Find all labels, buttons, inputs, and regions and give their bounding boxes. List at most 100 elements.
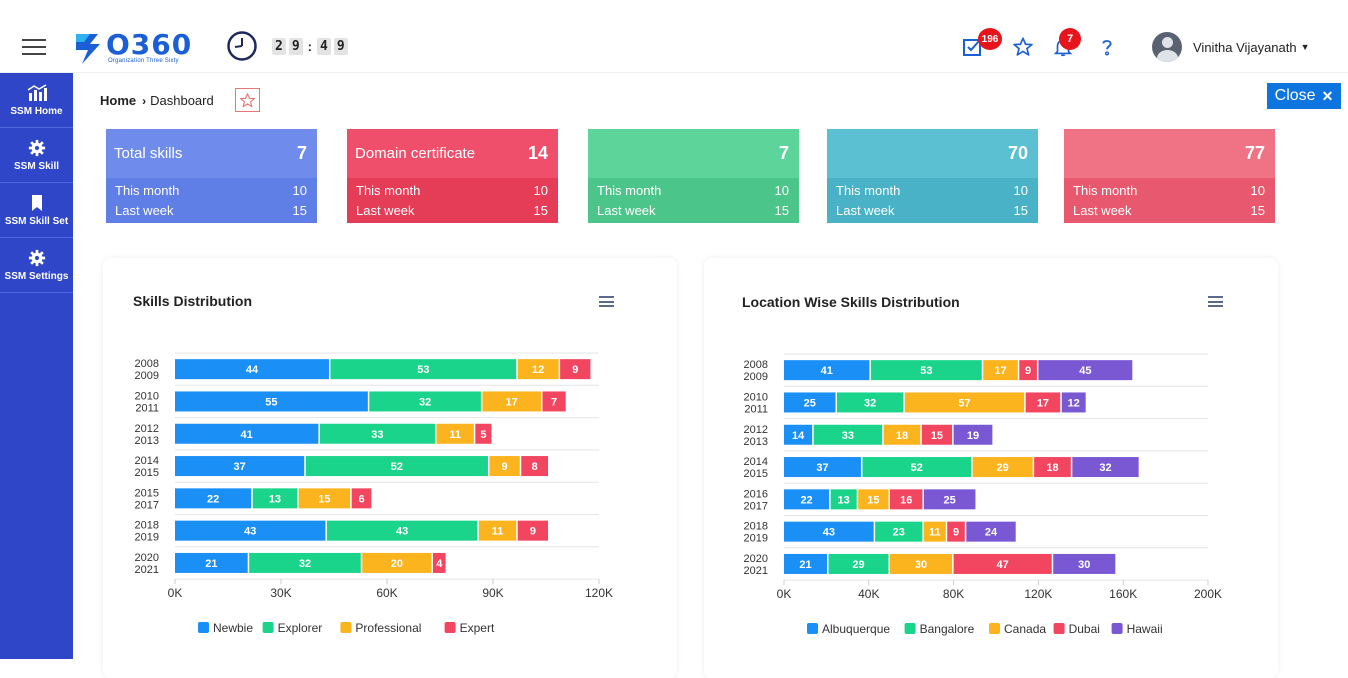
bar-segment (890, 489, 923, 510)
data-label: 43 (823, 527, 835, 539)
tasks-button[interactable]: 196 (962, 28, 1002, 60)
chart-menu-icon[interactable] (1208, 296, 1223, 307)
timer: 2 9 : 4 9 (272, 38, 348, 55)
data-label: 17 (506, 396, 518, 408)
category-label: 2020 (744, 553, 768, 565)
bar-segment (175, 488, 252, 509)
bar-segment (489, 456, 520, 477)
stat-card[interactable]: Total skills 7 This month 10 Last week 15 (106, 129, 317, 223)
stat-card[interactable]: 77 This month 10 Last week 15 (1064, 129, 1275, 223)
chart-title: Skills Distribution (133, 293, 253, 309)
notifications-button[interactable]: 7 (1052, 28, 1081, 60)
category-label: 2013 (135, 435, 159, 447)
close-button[interactable]: Close ✕ (1267, 83, 1341, 109)
data-label: 37 (233, 461, 245, 473)
card-row-label: Last week (356, 203, 415, 218)
x-tick-label: 40K (858, 587, 879, 601)
legend-marker (1053, 623, 1065, 634)
bar-segment (1053, 553, 1116, 574)
category-label: 2015 (135, 467, 159, 479)
bar-segment (883, 424, 921, 445)
category-label: 2011 (744, 403, 768, 415)
sidebar-item-label: SSM Home (10, 105, 63, 117)
skills-distribution-panel: Skills Distribution 0K 30K 60K 90K 120K 2008 2… (103, 258, 677, 678)
user-menu[interactable]: Vinitha Vijayanath ▼ (1152, 32, 1310, 62)
sidebar-item-ssm-home[interactable]: SSM Home (0, 73, 73, 128)
data-label: 11 (449, 429, 461, 441)
hamburger-menu-icon[interactable] (22, 39, 46, 55)
bar-segment (482, 391, 541, 412)
data-label: 18 (1046, 462, 1058, 474)
data-label: 21 (205, 558, 217, 570)
data-label: 29 (997, 462, 1009, 474)
tasks-badge: 196 (978, 28, 1002, 50)
favorite-page-button[interactable] (235, 88, 260, 112)
card-row-label: Last week (1073, 203, 1132, 218)
breadcrumb-current: Dashboard (150, 93, 214, 108)
x-tick-label: 160K (1109, 587, 1137, 601)
stat-card[interactable]: Domain certificate 14 This month 10 Last w… (347, 129, 558, 223)
legend-label: Newbie (213, 621, 253, 635)
close-label: Close (1274, 87, 1316, 104)
gear-icon (28, 139, 45, 156)
data-label: 43 (244, 526, 256, 538)
legend-marker (1111, 623, 1123, 634)
bar-segment (784, 392, 836, 413)
data-label: 52 (911, 462, 923, 474)
help-button[interactable] (1096, 36, 1120, 60)
logo-mark-icon (76, 34, 100, 64)
category-label: 2019 (744, 533, 768, 545)
data-label: 22 (207, 493, 219, 505)
category-label: 2008 (135, 358, 159, 370)
timer-digit: 9 (288, 38, 303, 55)
bar-segment (784, 360, 870, 381)
timer-separator: : (307, 39, 312, 54)
favorites-button[interactable] (1012, 36, 1036, 60)
card-row-label: This month (836, 183, 901, 198)
category-label: 2015 (744, 468, 768, 480)
bar-segment (369, 391, 481, 412)
data-label: 45 (1079, 365, 1091, 377)
bar-segment (921, 424, 953, 445)
chart-menu-icon[interactable] (599, 296, 614, 307)
x-tick-label: 90K (482, 586, 503, 600)
bar-segment (1019, 360, 1037, 381)
stat-card[interactable]: 7 This month 10 Last week 15 (588, 129, 799, 223)
data-label: 20 (391, 558, 403, 570)
sidebar-item-label: SSM Skill Set (4, 215, 69, 227)
bar-segment (830, 489, 857, 510)
category-label: 2017 (135, 499, 159, 511)
bar-segment (947, 521, 965, 542)
data-label: 9 (530, 526, 536, 538)
bar-segment (326, 520, 478, 541)
bar-segment (813, 424, 883, 445)
data-label: 14 (792, 430, 805, 442)
data-label: 43 (396, 526, 408, 538)
category-label: 2009 (744, 371, 768, 383)
timer-digit: 4 (317, 38, 331, 55)
data-label: 17 (994, 365, 1006, 377)
app-logo[interactable]: O360 Organization Three Sixty (72, 28, 212, 68)
data-label: 22 (800, 494, 812, 506)
legend-marker (262, 622, 274, 633)
help-icon (1102, 40, 1112, 56)
stat-card[interactable]: 70 This month 10 Last week 15 (827, 129, 1038, 223)
data-label: 9 (1025, 365, 1031, 377)
bar-segment (432, 552, 446, 573)
bar-segment (362, 552, 432, 573)
card-row-label: Last week (115, 203, 174, 218)
card-row-label: This month (115, 183, 180, 198)
category-label: 2021 (135, 564, 159, 576)
legend-label: Albuquerque (822, 622, 890, 636)
data-label: 13 (838, 494, 850, 506)
sidebar-item-ssm-settings[interactable]: SSM Settings (0, 238, 73, 293)
bar-segment (972, 457, 1033, 478)
category-label: 2019 (135, 532, 159, 544)
sidebar-item-ssm-skill-set[interactable]: SSM Skill Set (0, 183, 73, 238)
breadcrumb-home[interactable]: Home (100, 93, 137, 108)
bar-segment (330, 359, 517, 380)
data-label: 9 (502, 461, 508, 473)
category-label: 2018 (744, 521, 768, 533)
sidebar-item-ssm-skill[interactable]: SSM Skill (0, 128, 73, 183)
